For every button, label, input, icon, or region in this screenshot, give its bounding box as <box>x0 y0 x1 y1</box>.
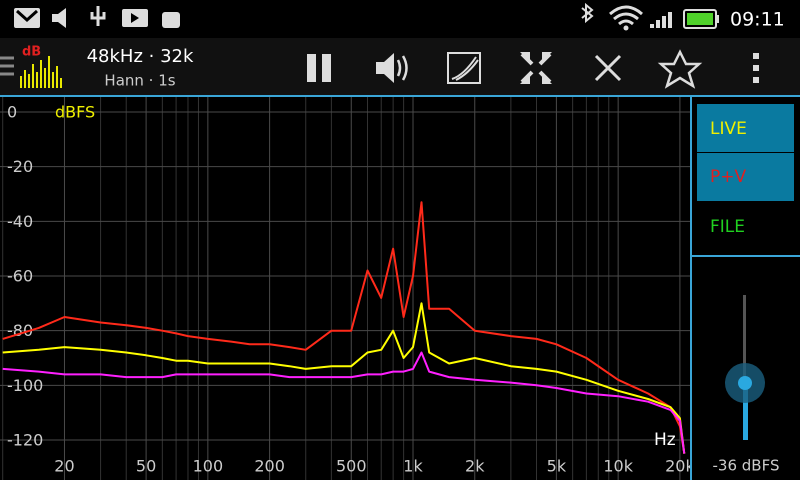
spectrum-line <box>2 201 686 454</box>
fullscreen-button[interactable] <box>520 52 552 84</box>
status-bar <box>0 0 800 38</box>
slider-fill <box>743 383 748 440</box>
app-icon-label: dB <box>22 45 41 60</box>
overflow-button[interactable] <box>753 53 759 83</box>
live-button[interactable] <box>697 104 794 152</box>
x-tick-label: 500 <box>336 457 367 476</box>
clock: 09:11 <box>730 9 785 31</box>
slider-knob[interactable] <box>738 376 752 390</box>
sound-button[interactable] <box>376 53 408 83</box>
pv-label: P+V <box>710 167 746 187</box>
x-unit-label: Hz <box>654 430 676 450</box>
close-button[interactable] <box>594 54 622 82</box>
status-icons <box>14 2 719 31</box>
y-tick-label: -100 <box>7 376 43 395</box>
spectrum-line <box>2 351 686 454</box>
x-tick-label: 200 <box>254 457 285 476</box>
file-label[interactable]: FILE <box>710 217 745 237</box>
y-unit-label: dBFS <box>55 103 95 122</box>
sample-info: 48kHz · 32k <box>87 46 194 67</box>
window-info: Hann · 1s <box>104 72 175 90</box>
favorite-button[interactable] <box>657 49 703 89</box>
y-tick-label: -40 <box>7 212 33 231</box>
x-tick-label: 1k <box>403 457 423 476</box>
x-tick-label: 20 <box>54 457 74 476</box>
panel-divider <box>690 97 692 480</box>
x-tick-label: 20k <box>665 457 695 476</box>
y-tick-label: -20 <box>7 157 33 176</box>
y-tick-label: -120 <box>7 430 43 449</box>
calibrate-button[interactable] <box>447 52 481 84</box>
y-tick-label: -60 <box>7 267 33 286</box>
x-tick-label: 50 <box>136 457 156 476</box>
spectrum-line <box>2 302 686 454</box>
x-tick-label: 5k <box>547 457 567 476</box>
level-label: -36 dBFS <box>713 457 780 475</box>
live-label: LIVE <box>710 119 747 139</box>
x-tick-label: 10k <box>603 457 633 476</box>
menu-icon[interactable] <box>0 56 14 76</box>
toolbar-divider <box>0 95 800 97</box>
toolbar-actions <box>307 49 759 89</box>
y-tick-label: 0 <box>7 103 17 122</box>
pv-button[interactable] <box>697 153 794 201</box>
panel-separator <box>692 255 800 257</box>
x-tick-label: 100 <box>193 457 224 476</box>
x-tick-label: 2k <box>465 457 485 476</box>
app-icon[interactable] <box>20 56 62 88</box>
pause-button[interactable] <box>307 54 331 82</box>
